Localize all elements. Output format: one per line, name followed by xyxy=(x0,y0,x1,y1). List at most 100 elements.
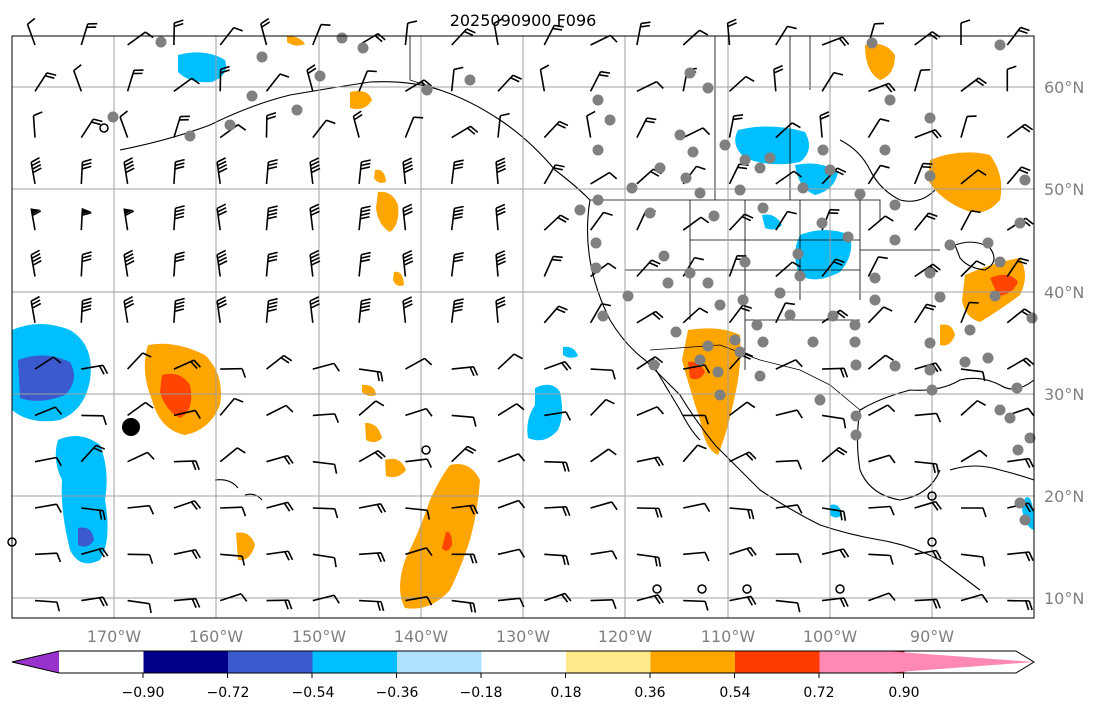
wind-barb xyxy=(589,70,611,92)
colorbar-swatch xyxy=(228,651,313,673)
wind-barb xyxy=(543,255,563,277)
wind-barb xyxy=(309,249,321,277)
colorbar-outline xyxy=(11,650,1035,674)
station-dot xyxy=(684,267,696,279)
wind-barb xyxy=(821,446,848,463)
wind-barb xyxy=(821,258,845,277)
wind-barb xyxy=(266,454,294,465)
wind-barb xyxy=(173,597,201,609)
station-dot xyxy=(592,194,604,206)
wind-barb xyxy=(34,599,61,612)
station-dot xyxy=(684,67,696,79)
station-dot xyxy=(291,104,303,116)
station-dot xyxy=(959,356,971,368)
calm-circle xyxy=(697,584,707,594)
colorbar-extend-max xyxy=(819,651,1034,673)
wind-barb xyxy=(266,501,294,512)
wind-barb xyxy=(867,118,890,139)
station-dot xyxy=(739,256,751,268)
wind-barb xyxy=(914,303,937,324)
station-dot xyxy=(934,291,946,303)
wind-barb xyxy=(543,24,564,46)
wind-barb xyxy=(539,64,550,92)
wind-barb xyxy=(312,507,339,519)
station-dot xyxy=(1026,312,1038,324)
colorbar-swatch xyxy=(650,651,736,673)
wind-barb xyxy=(914,128,942,139)
lat-label-10n: 10°N xyxy=(1044,589,1084,608)
wind-barb xyxy=(729,451,757,463)
wind-barb xyxy=(126,69,144,92)
wind-barb xyxy=(80,251,92,277)
wind-barb xyxy=(81,414,107,426)
wind-barb xyxy=(775,359,803,370)
lon-label-130w: 130°W xyxy=(496,627,551,646)
station-dot xyxy=(827,310,839,322)
wind-barb xyxy=(589,302,612,324)
contour-pos-pac-4 xyxy=(362,384,376,396)
station-dot xyxy=(994,404,1006,416)
station-dot xyxy=(107,111,119,123)
wind-barb xyxy=(867,256,888,277)
cuba xyxy=(949,465,1035,481)
wind-barb xyxy=(497,74,522,92)
station-dot xyxy=(816,217,828,229)
wind-barb xyxy=(590,501,618,511)
calm-circle xyxy=(652,584,662,594)
station-dot xyxy=(814,394,826,406)
colorbar-label: 0.90 xyxy=(888,685,919,701)
wind-barb xyxy=(26,17,36,46)
station-dot xyxy=(1012,444,1024,456)
wind-barb xyxy=(544,460,570,472)
wind-barb xyxy=(127,451,155,463)
wind-barb xyxy=(544,411,572,421)
station-dot xyxy=(924,267,936,279)
station-dot xyxy=(854,188,866,200)
wind-barb xyxy=(450,298,464,323)
wind-barb xyxy=(312,362,340,372)
station-dot xyxy=(155,36,167,48)
wind-barb xyxy=(960,301,979,324)
lon-label-140w: 140°W xyxy=(394,627,449,646)
station-dot xyxy=(590,237,602,249)
wind-barb xyxy=(266,599,293,610)
wind-barb xyxy=(495,250,507,277)
wind-barb xyxy=(960,209,981,231)
wind-barb xyxy=(402,249,414,277)
station-dot xyxy=(714,389,726,401)
wind-barb xyxy=(1007,551,1034,562)
wind-barb xyxy=(173,409,201,419)
colorbar-extend-min xyxy=(12,651,59,673)
wind-barb xyxy=(636,594,665,605)
wind-barb xyxy=(590,448,617,463)
wind-barb xyxy=(1006,257,1029,277)
colorbar-label: 0.18 xyxy=(550,685,581,701)
wind-barb xyxy=(173,359,201,370)
wind-barb xyxy=(729,507,755,520)
wind-barb xyxy=(822,597,849,608)
colorbar-swatches xyxy=(11,650,1035,674)
lat-label-40n: 40°N xyxy=(1044,283,1084,302)
wind-barb xyxy=(960,19,971,45)
station-dot xyxy=(644,207,656,219)
wind-barb xyxy=(682,29,709,46)
contour-pos-pac-6 xyxy=(287,36,305,46)
wind-barb xyxy=(266,404,294,417)
wind-barb xyxy=(127,599,152,614)
wind-barb xyxy=(585,110,596,138)
wind-barb xyxy=(451,414,477,427)
station-dot xyxy=(1019,514,1031,526)
colorbar-swatch xyxy=(143,651,229,673)
station-dot xyxy=(784,309,796,321)
wind-barb xyxy=(34,503,62,513)
contour-pos-pac-3 xyxy=(236,532,255,561)
colorbar-label: −0.36 xyxy=(376,685,419,701)
calm-circle xyxy=(421,445,431,455)
station-dot xyxy=(926,384,938,396)
wind-barb xyxy=(775,599,801,613)
wind-barb xyxy=(34,406,63,417)
contour-pos-gulf-ak xyxy=(350,91,372,109)
wind-barb xyxy=(81,364,109,375)
wind-barb xyxy=(497,453,526,463)
wind-barb xyxy=(312,413,340,423)
